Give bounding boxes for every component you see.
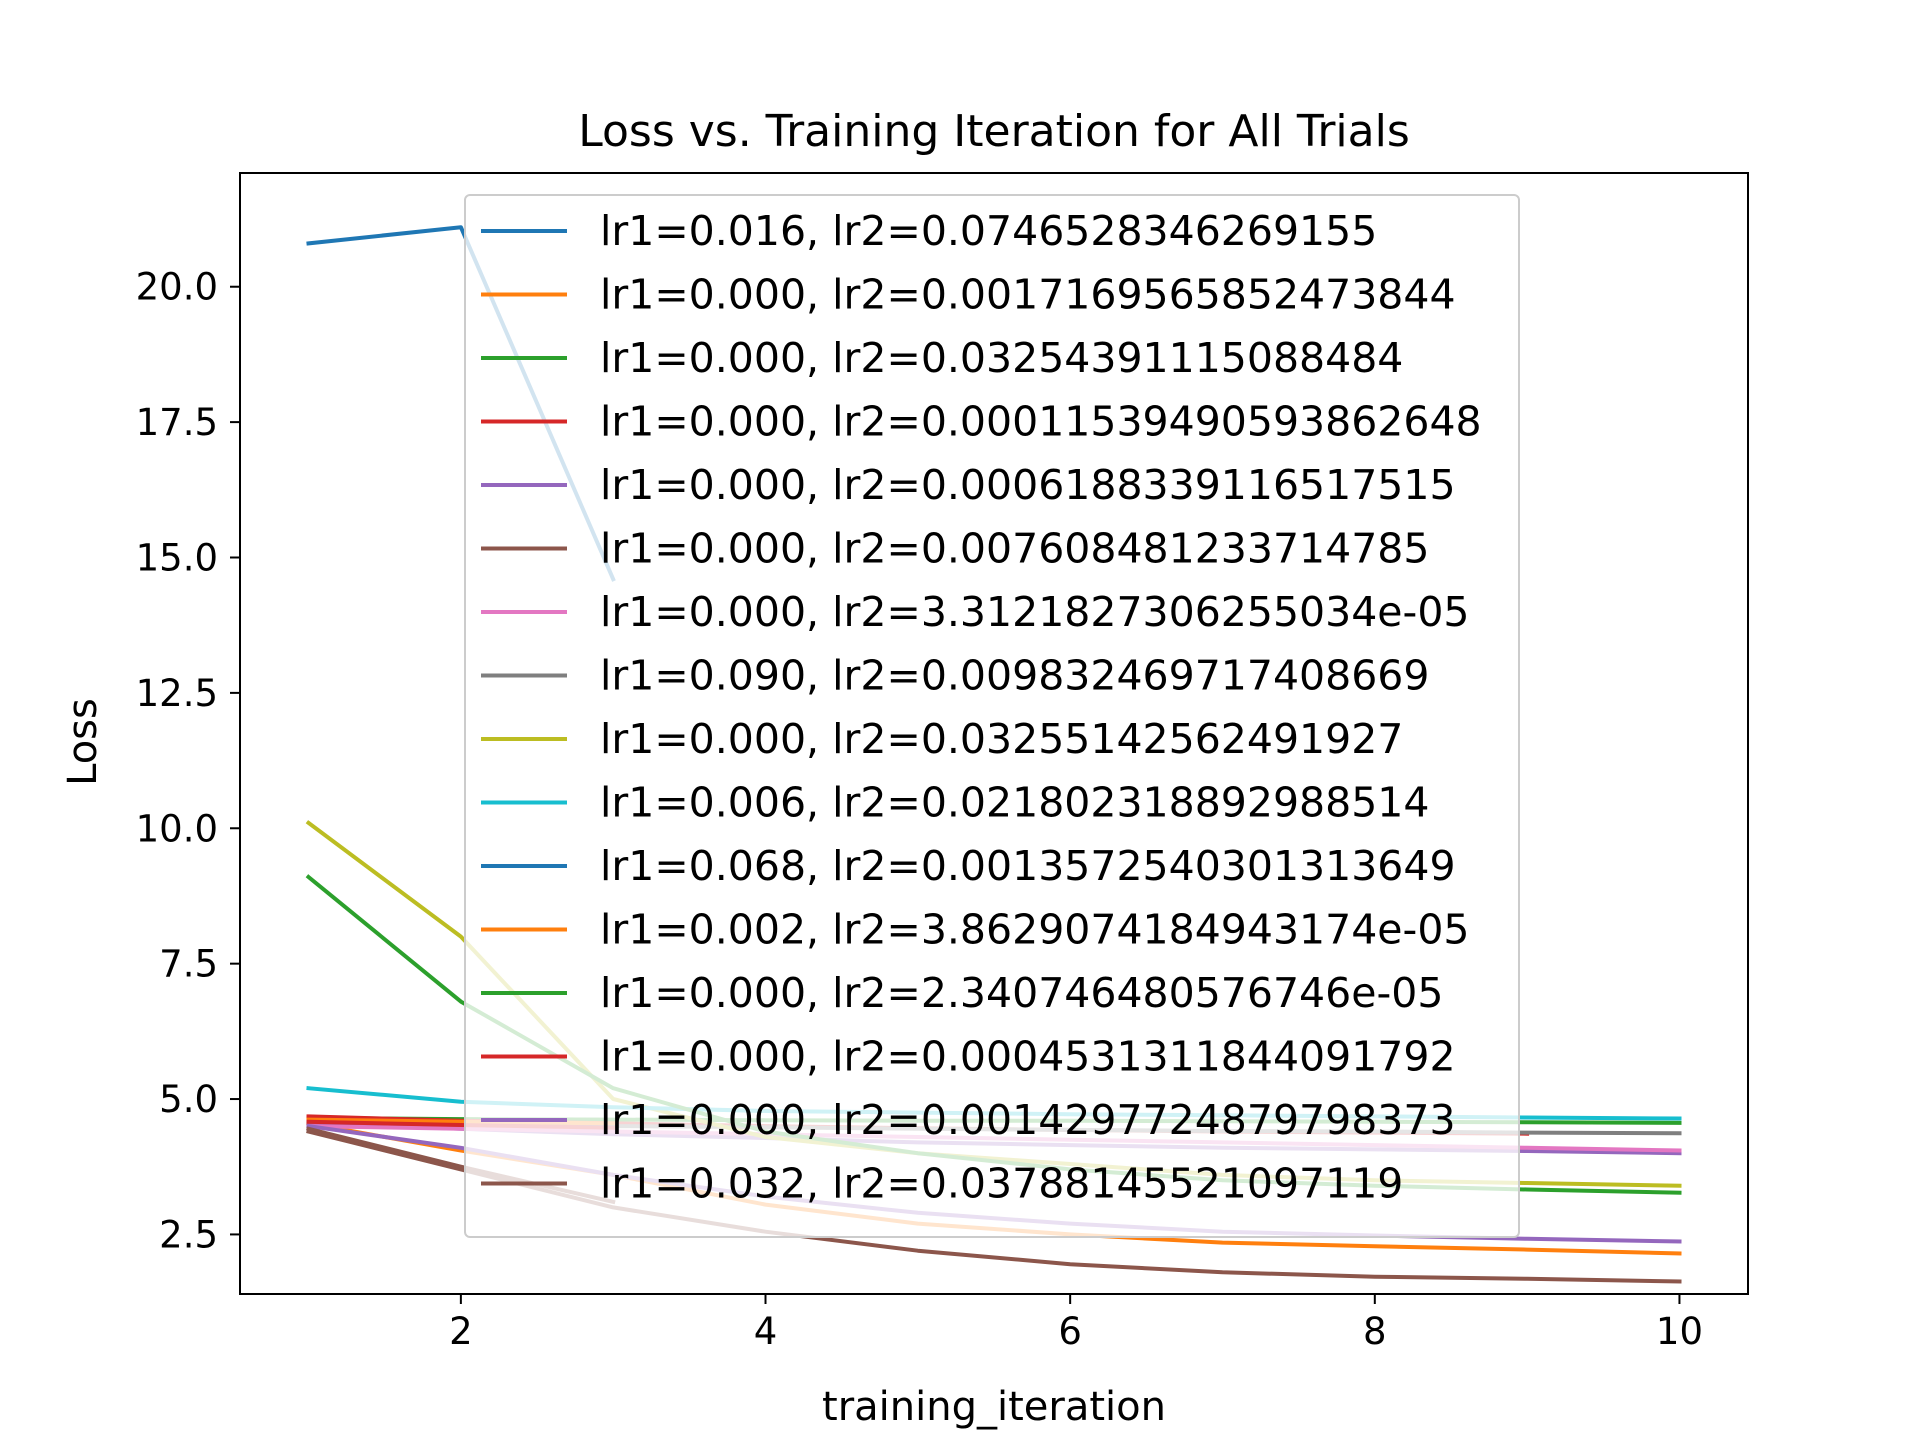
y-tick-label: 10.0 (136, 807, 218, 850)
y-tick-label: 12.5 (136, 672, 218, 715)
x-tick-label: 6 (1058, 1310, 1082, 1353)
legend: lr1=0.016, lr2=0.0746528346269155 lr1=0.0… (464, 194, 1520, 1238)
x-tick-label: 10 (1656, 1310, 1703, 1353)
y-tick-label: 2.5 (159, 1213, 218, 1256)
legend-label-4: lr1=0.000, lr2=0.00011539490593862648 (600, 398, 1482, 446)
legend-frame (464, 194, 1520, 1238)
legend-label-1: lr1=0.016, lr2=0.0746528346269155 (600, 207, 1377, 255)
legend-label-6: lr1=0.000, lr2=0.00760848123371478​5 (600, 525, 1429, 573)
legend-label-5: lr1=0.000, lr2=0.0006188339116517515 (600, 461, 1456, 509)
x-tick-label: 8 (1363, 1310, 1387, 1353)
y-axis-label: Loss (60, 698, 106, 786)
legend-label-11: lr1=0.068, lr2=0.001357254030131364​9 (600, 842, 1456, 890)
plot-frame (239, 172, 1749, 1295)
y-tick-label: 17.5 (136, 401, 218, 444)
y-tick-label: 15.0 (136, 536, 218, 579)
legend-label-12: lr1=0.002, lr2=3.862907418494317​4e-05 (600, 906, 1470, 954)
x-tick-label: 2 (449, 1310, 473, 1353)
legend-label-7: lr1=0.000, lr2=3.312182730625503​4e-05 (600, 588, 1470, 636)
y-axis-ticks: 2.5 5.0 7.5 10.0 12.5 15.0 17.5 20.0 (136, 266, 240, 1256)
legend-label-10: lr1=0.006, lr2=0.021802318892988514 (600, 779, 1429, 827)
legend-label-8: lr1=0.090, lr2=0.009832469717408669 (600, 652, 1429, 700)
x-tick-label: 4 (754, 1310, 778, 1353)
legend-label-16: lr1=0.032, lr2=0.03788145521097119 (600, 1160, 1403, 1208)
legend-label-15: lr1=0.000, lr2=0.001429772487979837​3 (600, 1096, 1456, 1144)
x-axis-ticks: 2 4 6 8 10 (449, 1294, 1703, 1353)
y-tick-label: 7.5 (159, 943, 218, 986)
legend-label-9: lr1=0.000, lr2=0.03255142562491927 (600, 715, 1403, 763)
x-axis-label: training_iteration (822, 1384, 1166, 1430)
legend-label-3: lr1=0.000, lr2=0.03254391115088484 (600, 334, 1403, 382)
legend-label-13: lr1=0.000, lr2=2.340746480576746e-05 (600, 969, 1443, 1017)
chart-title: Loss vs. Training Iteration for All Tria… (578, 106, 1410, 157)
y-tick-label: 20.0 (136, 266, 218, 309)
legend-label-2: lr1=0.000, lr2=0.00171695658524738​44 (600, 271, 1456, 319)
legend-label-14: lr1=0.000, lr2=0.0004531311844091792 (600, 1033, 1456, 1081)
y-tick-label: 5.0 (159, 1078, 218, 1121)
